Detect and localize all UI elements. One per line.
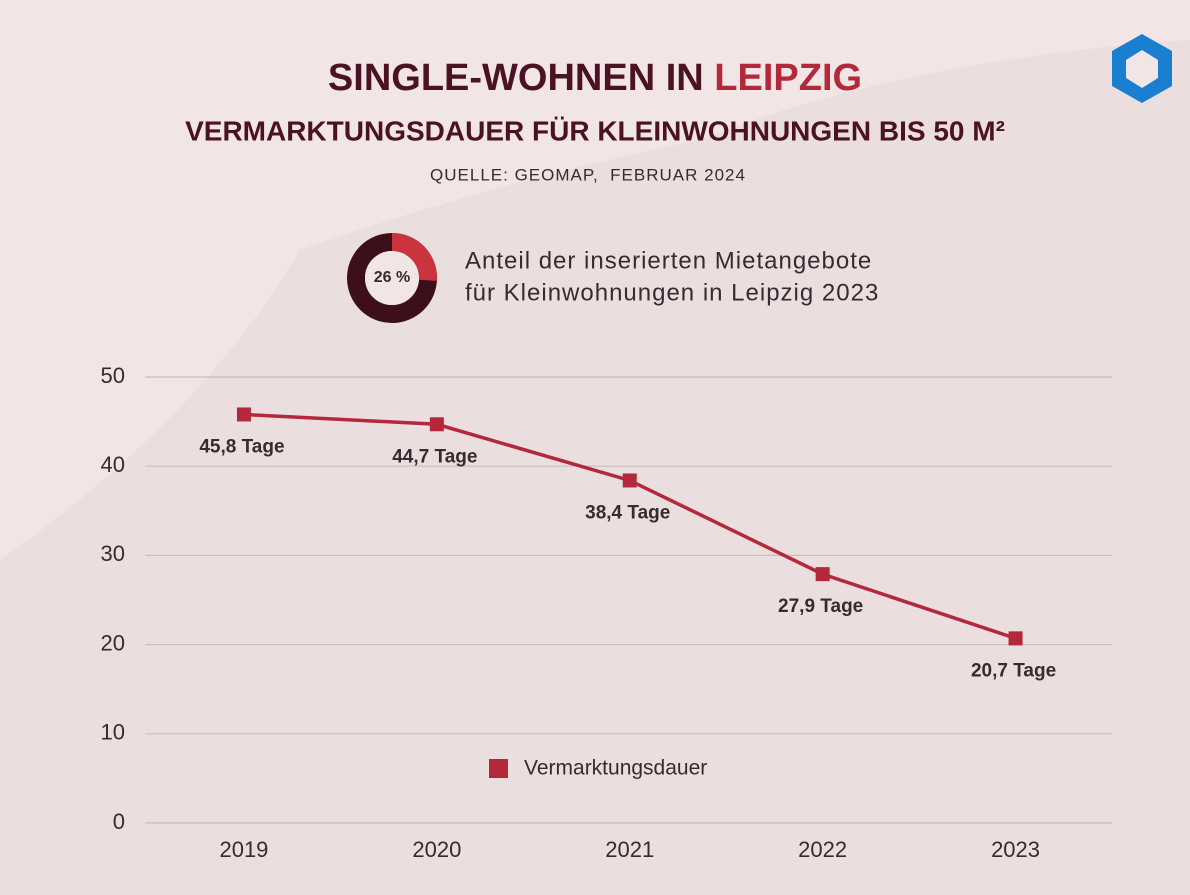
y-tick-label: 10 xyxy=(101,720,125,745)
title-highlight: LEIPZIG xyxy=(714,57,862,99)
x-tick-label: 2020 xyxy=(412,837,461,862)
data-label: 20,7 Tage xyxy=(971,660,1056,681)
x-tick-label: 2023 xyxy=(991,837,1040,862)
x-tick-label: 2022 xyxy=(798,837,847,862)
x-tick-label: 2021 xyxy=(605,837,654,862)
data-label: 45,8 Tage xyxy=(199,436,284,457)
data-label: 38,4 Tage xyxy=(585,502,670,523)
marker xyxy=(430,417,444,431)
marker xyxy=(237,407,251,421)
page: SINGLE-WOHNEN IN LEIPZIG VERMARKTUNGSDAU… xyxy=(0,0,1190,895)
y-tick-label: 30 xyxy=(101,541,125,566)
legend-label: Vermarktungsdauer xyxy=(524,757,707,780)
chart-title: SINGLE-WOHNEN IN LEIPZIG xyxy=(328,57,862,99)
marker xyxy=(816,567,830,581)
y-tick-label: 0 xyxy=(113,809,125,834)
y-tick-label: 20 xyxy=(101,630,125,655)
y-tick-label: 50 xyxy=(101,363,125,388)
annotation: Anteil der inserierten Mietangebote xyxy=(465,247,872,274)
y-tick-label: 40 xyxy=(101,452,125,477)
chart: SINGLE-WOHNEN IN LEIPZIG VERMARKTUNGSDAU… xyxy=(0,0,1190,895)
donut-label: 26 % xyxy=(374,269,410,286)
legend-marker xyxy=(489,759,508,778)
marker xyxy=(623,473,637,487)
title-main: SINGLE-WOHNEN IN xyxy=(328,57,704,99)
data-label: 44,7 Tage xyxy=(392,446,477,467)
marker xyxy=(1009,631,1023,645)
chart-subtitle: VERMARKTUNGSDAUER FÜR KLEINWOHNUNGEN BIS… xyxy=(185,115,1005,146)
annotation: für Kleinwohnungen in Leipzig 2023 xyxy=(465,279,879,306)
data-label: 27,9 Tage xyxy=(778,596,863,617)
source: QUELLE: GEOMAP, FEBRUAR 2024 xyxy=(430,165,746,184)
x-tick-label: 2019 xyxy=(219,837,268,862)
